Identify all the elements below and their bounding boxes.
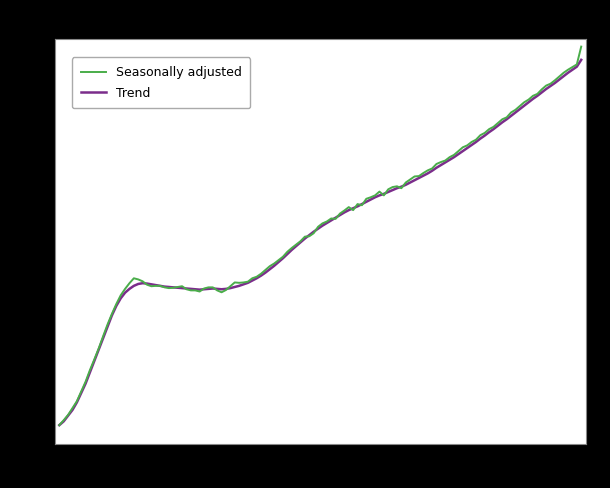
- Trend: [196, 287, 203, 293]
- Seasonally adjusted: [560, 70, 567, 76]
- Seasonally adjusted: [165, 285, 173, 291]
- Seasonally adjusted: [468, 139, 475, 145]
- Trend: [415, 175, 423, 181]
- Seasonally adjusted: [196, 288, 203, 294]
- Trend: [468, 142, 475, 148]
- Trend: [578, 57, 585, 63]
- Seasonally adjusted: [56, 422, 63, 428]
- Seasonally adjusted: [415, 173, 423, 179]
- Seasonally adjusted: [578, 44, 585, 50]
- Trend: [165, 284, 173, 290]
- Trend: [345, 207, 353, 213]
- Trend: [56, 422, 63, 428]
- Line: Trend: Trend: [59, 60, 581, 425]
- Trend: [560, 73, 567, 79]
- Line: Seasonally adjusted: Seasonally adjusted: [59, 47, 581, 425]
- Seasonally adjusted: [345, 204, 353, 210]
- Legend: Seasonally adjusted, Trend: Seasonally adjusted, Trend: [72, 58, 250, 108]
